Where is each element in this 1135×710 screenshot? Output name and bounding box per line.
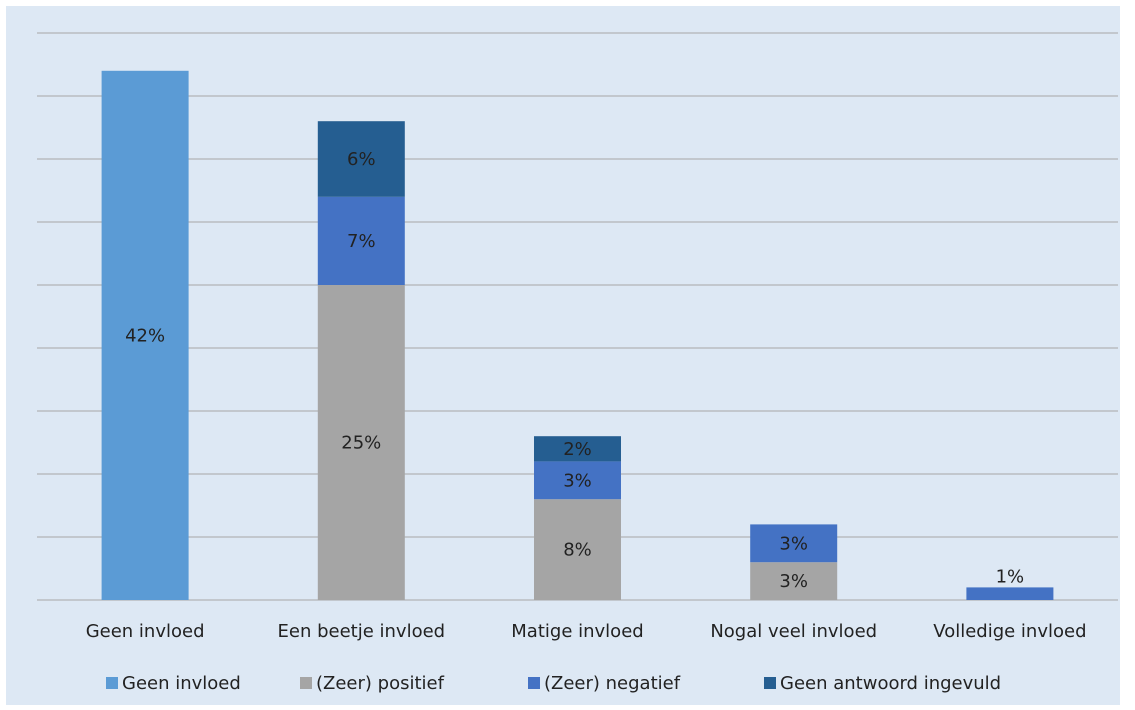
bar-segment — [966, 587, 1054, 600]
legend-label: Geen antwoord ingevuld — [780, 673, 1001, 694]
x-tick-label: Nogal veel invloed — [710, 621, 877, 642]
x-tick-label: Een beetje invloed — [278, 621, 446, 642]
legend-swatch — [106, 677, 118, 689]
bar-segment — [101, 70, 189, 601]
bar-segment — [534, 461, 621, 500]
x-tick-label: Geen invloed — [86, 621, 205, 642]
legend-swatch — [300, 677, 312, 689]
data-label: 8% — [563, 540, 592, 561]
x-tick-label: Matige invloed — [511, 621, 643, 642]
x-tick-label: Volledige invloed — [933, 621, 1086, 642]
bar-segment — [750, 524, 838, 563]
data-label: 3% — [779, 533, 808, 554]
legend-swatch — [764, 677, 776, 689]
data-label: 1% — [996, 566, 1025, 587]
bar-segment — [534, 499, 621, 600]
legend-label: (Zeer) negatief — [544, 673, 681, 694]
data-label: 3% — [563, 470, 592, 491]
bar-segment — [317, 285, 405, 600]
data-label: 6% — [347, 149, 376, 170]
data-label: 25% — [341, 433, 381, 454]
data-label: 7% — [347, 231, 376, 252]
data-label: 3% — [779, 571, 808, 592]
bar-segment — [750, 562, 838, 600]
data-label: 42% — [125, 325, 165, 346]
bar-segment — [534, 436, 621, 462]
legend-label: (Zeer) positief — [316, 673, 445, 694]
data-label: 2% — [563, 439, 592, 460]
bar-segment — [317, 196, 405, 285]
bar-segment — [317, 121, 405, 197]
legend-swatch — [528, 677, 540, 689]
legend-label: Geen invloed — [122, 673, 241, 694]
